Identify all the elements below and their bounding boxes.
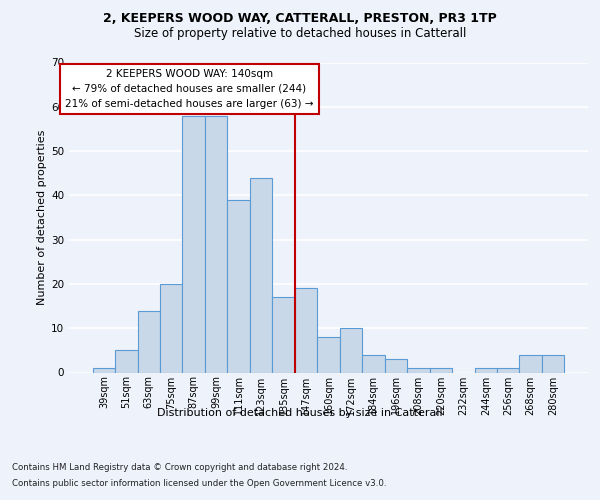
Text: Contains public sector information licensed under the Open Government Licence v3: Contains public sector information licen… bbox=[12, 478, 386, 488]
Bar bbox=[340, 328, 362, 372]
Bar bbox=[385, 359, 407, 372]
Bar bbox=[475, 368, 497, 372]
Bar bbox=[182, 116, 205, 372]
Text: Contains HM Land Registry data © Crown copyright and database right 2024.: Contains HM Land Registry data © Crown c… bbox=[12, 464, 347, 472]
Bar bbox=[295, 288, 317, 372]
Bar bbox=[92, 368, 115, 372]
Bar bbox=[227, 200, 250, 372]
Bar bbox=[497, 368, 520, 372]
Bar bbox=[362, 355, 385, 372]
Bar bbox=[317, 337, 340, 372]
Text: Distribution of detached houses by size in Catterall: Distribution of detached houses by size … bbox=[157, 408, 443, 418]
Bar bbox=[137, 310, 160, 372]
Y-axis label: Number of detached properties: Number of detached properties bbox=[37, 130, 47, 305]
Text: 2, KEEPERS WOOD WAY, CATTERALL, PRESTON, PR3 1TP: 2, KEEPERS WOOD WAY, CATTERALL, PRESTON,… bbox=[103, 12, 497, 26]
Bar bbox=[205, 116, 227, 372]
Bar bbox=[407, 368, 430, 372]
Text: 2 KEEPERS WOOD WAY: 140sqm
← 79% of detached houses are smaller (244)
21% of sem: 2 KEEPERS WOOD WAY: 140sqm ← 79% of deta… bbox=[65, 69, 313, 108]
Text: Size of property relative to detached houses in Catterall: Size of property relative to detached ho… bbox=[134, 28, 466, 40]
Bar bbox=[250, 178, 272, 372]
Bar bbox=[272, 297, 295, 372]
Bar bbox=[160, 284, 182, 372]
Bar bbox=[542, 355, 565, 372]
Bar bbox=[430, 368, 452, 372]
Bar bbox=[115, 350, 137, 372]
Bar bbox=[520, 355, 542, 372]
